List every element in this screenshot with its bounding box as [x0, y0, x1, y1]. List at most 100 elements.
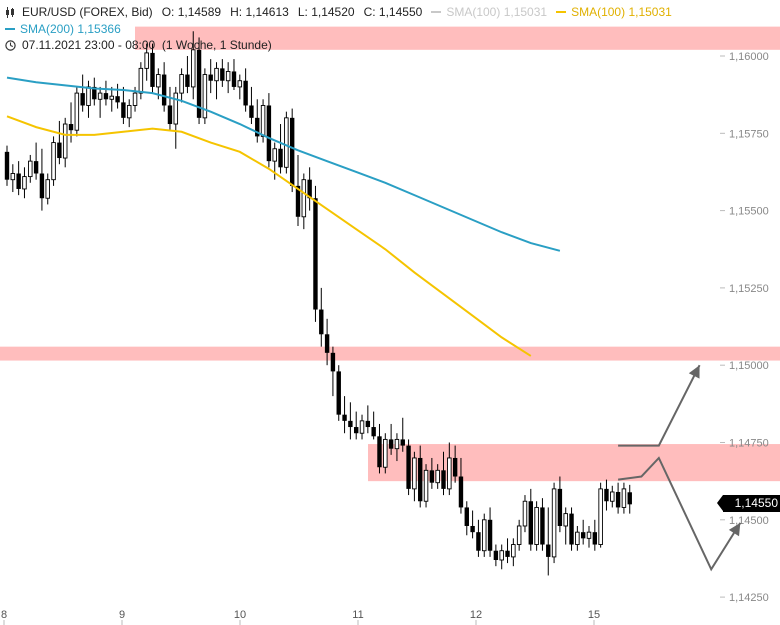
- candle-body-down: [452, 457, 458, 477]
- open-value: 1,14589: [177, 5, 222, 19]
- candle-body-down: [406, 445, 411, 489]
- candle-body-down: [115, 96, 120, 103]
- candle-body-up: [563, 513, 568, 527]
- candle-body-up: [499, 550, 504, 561]
- candle-body-down: [330, 352, 336, 372]
- y-tick-label: 1,16000: [729, 51, 769, 63]
- candle-body-down: [220, 68, 225, 81]
- candle-body-down: [289, 117, 295, 186]
- candle-body-down: [243, 80, 248, 106]
- candle-body-down: [540, 507, 545, 545]
- candle-body-up: [237, 80, 243, 88]
- candle-body-up: [551, 488, 557, 558]
- x-tick-label: 10: [234, 609, 246, 621]
- candle-body-up: [62, 123, 68, 159]
- candle-body-up: [74, 92, 80, 131]
- candle-body-up: [144, 52, 149, 69]
- candlestick-icon: [6, 6, 14, 18]
- candle-body-down: [266, 105, 272, 162]
- candle-body-down: [400, 439, 405, 446]
- candle-body-down: [313, 198, 318, 310]
- candle-body-down: [418, 457, 423, 502]
- candle-body-down: [57, 142, 62, 159]
- candle-body-down: [33, 161, 39, 174]
- candle-body-down: [167, 105, 173, 125]
- sma100-swatch: [556, 11, 567, 13]
- candle-body-down: [546, 544, 551, 557]
- y-axis: 1,16000 1,15750 1,15500 1,15250 1,15000 1,147…: [720, 51, 769, 604]
- y-tick-label: 1,15000: [729, 360, 769, 372]
- candle-body-up: [138, 67, 144, 94]
- candle-body-down: [92, 86, 97, 100]
- sma100-gray-value: 1,15031: [503, 5, 548, 19]
- candle-body-down: [458, 476, 464, 508]
- sma100-value: 1,15031: [628, 5, 672, 19]
- candle-body-up: [190, 49, 196, 88]
- arrow-head: [728, 522, 741, 537]
- candle-body-up: [598, 488, 603, 545]
- timestamp: 07.11.2021 23:00 - 08:00: [22, 38, 156, 52]
- y-tick-label: 1,15500: [729, 206, 769, 218]
- candle-body-up: [423, 469, 429, 502]
- candle-body-down: [505, 550, 510, 557]
- candle-body-down: [196, 49, 202, 118]
- candle-body-up: [156, 74, 161, 88]
- candle-body-down: [39, 173, 45, 199]
- legend-row-symbol: EUR/USD (FOREX, Bid) O: 1,14589 H: 1,146…: [5, 5, 672, 19]
- legend-row-sma200: SMA(200) 1,15366: [5, 22, 121, 36]
- candle-body-up: [225, 71, 231, 82]
- arrow-head: [688, 365, 700, 379]
- candle-body-up: [214, 67, 219, 82]
- high-label: H:: [230, 5, 243, 19]
- current-price-label: 1,14550: [717, 495, 780, 512]
- legend-row-time: 07.11.2021 23:00 - 08:00 (1 Woche, 1 Stu…: [5, 38, 272, 52]
- x-tick-label: 11: [352, 609, 363, 621]
- candle-body-up: [22, 176, 27, 190]
- projection-path: [617, 456, 742, 572]
- candle-body-down: [371, 427, 376, 437]
- candle-body-up: [132, 92, 138, 106]
- candle-body-down: [185, 74, 190, 87]
- candle-body-up: [86, 86, 91, 106]
- candle-body-down: [377, 436, 382, 468]
- x-tick-label: 12: [470, 609, 482, 621]
- close-label: C:: [363, 5, 376, 19]
- moving-averages: [6, 76, 561, 357]
- candle-body-down: [80, 93, 85, 106]
- candle-body-down: [249, 105, 254, 118]
- candlesticks: [4, 31, 632, 576]
- candle-body-up: [621, 488, 627, 508]
- candle-body-down: [278, 148, 283, 168]
- sma200-label: SMA(200): [20, 22, 75, 36]
- candle-body-down: [615, 491, 621, 508]
- candle-body-up: [202, 74, 208, 119]
- candle-body-down: [580, 532, 586, 539]
- high-value: 1,14613: [245, 5, 289, 19]
- candle-body-up: [109, 95, 115, 100]
- clock-icon: [5, 39, 16, 51]
- candle-body-down: [429, 470, 435, 483]
- candle-body-down: [4, 151, 10, 180]
- candle-body-down: [150, 52, 155, 87]
- candle-body-down: [592, 532, 598, 545]
- candle-body-up: [173, 92, 179, 125]
- candle-body-up: [383, 438, 388, 468]
- candle-body-down: [557, 488, 563, 526]
- candle-body-up: [272, 148, 277, 162]
- candle-body-down: [464, 507, 469, 526]
- open-label: O:: [161, 5, 175, 19]
- projection-arrows: [617, 364, 742, 572]
- x-tick-label: 8: [1, 609, 7, 621]
- candle-body-down: [255, 117, 260, 137]
- candle-body-up: [534, 506, 539, 545]
- candle-body-down: [121, 102, 126, 118]
- sma200-line: [6, 76, 561, 252]
- resistance-zones: [0, 26, 780, 482]
- sma100-line: [6, 115, 532, 357]
- candle-body-down: [68, 124, 74, 131]
- low-label: L:: [297, 5, 308, 19]
- resistance-zone: [0, 346, 780, 361]
- candle-body-up: [394, 438, 400, 450]
- candle-body-down: [342, 414, 347, 421]
